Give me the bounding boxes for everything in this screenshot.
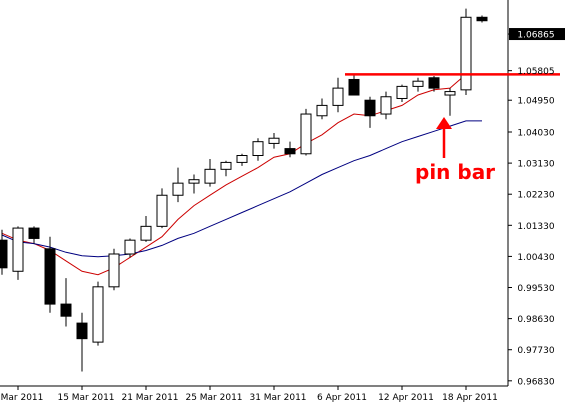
candle	[396, 84, 408, 102]
candle-body-up	[460, 16, 472, 91]
candle-body-up	[92, 286, 104, 343]
candle-body-up	[140, 225, 152, 241]
candle	[92, 281, 104, 346]
candle	[220, 160, 232, 177]
candle-body-down	[364, 99, 376, 117]
candle-body-down	[0, 239, 8, 269]
candle	[332, 77, 344, 113]
candle-body-down	[44, 248, 56, 305]
candle-body-up	[188, 179, 200, 184]
candle-body-up	[236, 155, 248, 163]
candle-body-down	[284, 148, 296, 155]
x-axis: Mar 2011 15 Mar 2011 21 Mar 2011 25 Mar 201…	[1, 386, 498, 403]
y-tick-label: 1.02230	[517, 191, 554, 201]
candle-body-up	[220, 161, 232, 170]
candle	[204, 158, 216, 187]
y-tick-label: 0.96830	[517, 377, 554, 387]
candle	[140, 215, 152, 242]
candle	[156, 188, 168, 229]
candle-body-down	[60, 303, 72, 317]
moving-average-lines	[1, 73, 482, 276]
y-axis: 1.06865 1.05805 1.04950 1.04030 1.03130 1.022…	[508, 28, 565, 387]
candle-body-up	[172, 182, 184, 196]
x-tick-label: 12 Apr 2011	[378, 393, 434, 403]
x-tick-label: 18 Apr 2011	[442, 393, 498, 403]
candle-body-up	[316, 104, 328, 117]
candle	[268, 133, 280, 149]
current-price-marker: 1.06865	[509, 28, 565, 41]
candle	[348, 74, 360, 96]
candle	[124, 238, 136, 258]
candle	[76, 312, 88, 372]
y-tick-label: 1.05805	[517, 67, 554, 77]
candle-body-up	[12, 227, 24, 272]
candle	[12, 226, 24, 280]
current-price-label: 1.06865	[517, 31, 554, 41]
x-tick-label: Mar 2011	[1, 393, 44, 403]
candle-body-up	[444, 91, 456, 96]
current-price-box	[509, 28, 565, 41]
y-tick-label: 1.01330	[517, 222, 554, 232]
candle-body-up	[332, 87, 344, 106]
candle-body-up	[380, 96, 392, 115]
candle	[188, 174, 200, 194]
candle-body-up	[156, 194, 168, 227]
candle	[364, 96, 376, 128]
candle-body-up	[300, 113, 312, 155]
candle	[444, 88, 456, 116]
x-tick-label: 15 Mar 2011	[57, 393, 114, 403]
candle-body-up	[252, 141, 264, 157]
candle	[252, 138, 264, 161]
candle	[476, 15, 488, 23]
candle-body-up	[124, 239, 136, 255]
candle	[412, 77, 424, 92]
series-line-1	[1, 73, 482, 276]
candle	[0, 229, 8, 275]
x-tick-label: 6 Apr 2011	[317, 393, 367, 403]
candle-body-down	[28, 227, 40, 239]
candle	[316, 98, 328, 120]
y-tick-label: 0.99530	[517, 284, 554, 294]
series-line-2	[1, 120, 482, 258]
candle	[172, 167, 184, 203]
candle	[108, 248, 120, 291]
annotation-label: pin bar	[415, 160, 495, 184]
candle	[60, 278, 72, 327]
candle-body-down	[76, 322, 88, 340]
candle	[460, 8, 472, 96]
candle-body-up	[108, 253, 120, 288]
candle-body-up	[268, 137, 280, 144]
x-tick-label: 25 Mar 2011	[185, 393, 242, 403]
candle	[284, 141, 296, 158]
annotation: pin bar	[415, 117, 495, 184]
candle-body-down	[348, 78, 360, 96]
x-tick-label: 31 Mar 2011	[249, 393, 306, 403]
candles	[0, 8, 488, 372]
candle-body-down	[476, 16, 488, 22]
y-tick-label: 1.04030	[517, 129, 554, 139]
candle	[300, 108, 312, 156]
candle	[236, 153, 248, 166]
candle-body-down	[428, 77, 440, 89]
plot-frame	[0, 0, 509, 387]
candle	[28, 226, 40, 244]
x-tick-label: 21 Mar 2011	[121, 393, 178, 403]
annotation-arrow-head	[436, 117, 452, 129]
candle	[428, 76, 440, 92]
candle	[380, 91, 392, 120]
y-tick-label: 1.00430	[517, 253, 554, 263]
candle-body-up	[396, 85, 408, 99]
candle	[44, 236, 56, 313]
candle-body-up	[412, 80, 424, 87]
y-tick-label: 1.03130	[517, 160, 554, 170]
y-tick-label: 1.04950	[517, 97, 554, 107]
y-tick-label: 0.98630	[517, 315, 554, 325]
y-tick-label: 0.97730	[517, 346, 554, 356]
candle-body-up	[204, 168, 216, 184]
